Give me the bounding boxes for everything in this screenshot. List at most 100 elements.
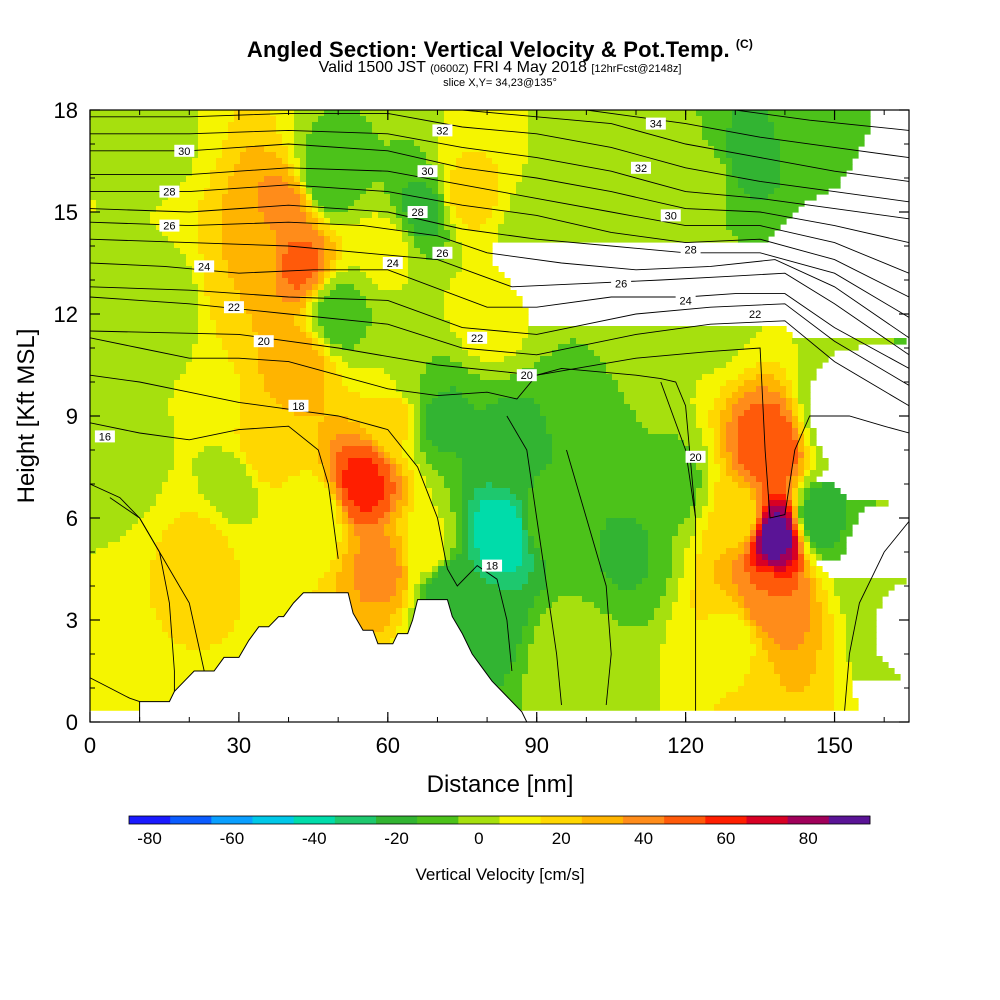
velocity-cell xyxy=(318,116,367,123)
velocity-cell xyxy=(198,128,229,135)
colorbar-frame xyxy=(128,815,871,825)
velocity-cell xyxy=(714,428,721,435)
velocity-cell xyxy=(90,230,163,237)
velocity-cell xyxy=(348,506,361,513)
velocity-cell xyxy=(738,422,793,429)
velocity-cell xyxy=(534,632,667,639)
velocity-cell xyxy=(648,554,673,561)
velocity-cell xyxy=(726,422,739,429)
velocity-cell xyxy=(738,470,751,477)
velocity-cell xyxy=(540,548,601,555)
velocity-cell xyxy=(768,110,871,117)
velocity-cell xyxy=(798,566,805,573)
velocity-cell xyxy=(798,368,817,375)
velocity-cell xyxy=(816,656,835,663)
velocity-cell xyxy=(540,404,631,411)
velocity-cell xyxy=(342,356,433,363)
velocity-cell xyxy=(846,614,877,621)
velocity-cell xyxy=(810,578,817,585)
velocity-cell xyxy=(720,470,727,477)
velocity-cell xyxy=(408,512,439,519)
velocity-cell xyxy=(306,290,313,297)
contour-label: 24 xyxy=(675,294,696,307)
velocity-cell xyxy=(714,404,727,411)
x-tick-label: 30 xyxy=(227,733,251,758)
velocity-cell xyxy=(408,548,445,555)
velocity-cell xyxy=(438,512,457,519)
velocity-cell xyxy=(774,638,805,645)
velocity-cell xyxy=(336,476,343,483)
velocity-cell xyxy=(312,308,319,315)
velocity-cell xyxy=(336,362,349,369)
velocity-cell xyxy=(648,572,673,579)
velocity-cell xyxy=(696,464,709,471)
velocity-cell xyxy=(846,512,859,519)
velocity-cell xyxy=(300,158,307,165)
velocity-cell xyxy=(90,326,199,333)
velocity-cell xyxy=(384,368,427,375)
velocity-cell xyxy=(90,590,151,597)
velocity-cell xyxy=(450,188,499,195)
theta-contour-line xyxy=(90,129,909,220)
velocity-cell xyxy=(312,470,325,477)
velocity-cell xyxy=(528,524,607,531)
velocity-cell xyxy=(684,440,703,447)
velocity-cell xyxy=(540,470,703,477)
velocity-cell xyxy=(846,518,859,525)
velocity-cell xyxy=(390,194,403,201)
velocity-cell xyxy=(360,422,409,429)
velocity-cell xyxy=(378,470,391,477)
velocity-cell xyxy=(90,518,139,525)
velocity-cell xyxy=(150,578,241,585)
velocity-cell xyxy=(258,194,301,201)
velocity-cell xyxy=(414,224,439,231)
velocity-cell xyxy=(288,278,307,285)
velocity-cell xyxy=(414,470,421,477)
velocity-cell xyxy=(408,260,463,267)
velocity-cell xyxy=(432,500,451,507)
velocity-cell xyxy=(498,686,523,693)
velocity-cell xyxy=(744,620,751,627)
velocity-cell xyxy=(456,230,499,237)
velocity-cell xyxy=(384,626,397,633)
velocity-cell xyxy=(138,518,175,525)
y-tick-label: 6 xyxy=(66,506,78,531)
velocity-cell xyxy=(696,392,721,399)
velocity-cell xyxy=(450,326,529,333)
velocity-cell xyxy=(336,518,343,525)
velocity-cell xyxy=(786,566,799,573)
velocity-cell xyxy=(90,500,157,507)
velocity-cell xyxy=(318,302,367,309)
velocity-cell xyxy=(606,572,649,579)
velocity-cell xyxy=(420,404,427,411)
velocity-cell xyxy=(396,506,403,513)
velocity-cell xyxy=(318,206,325,213)
velocity-cell xyxy=(288,242,313,249)
velocity-cell xyxy=(402,506,415,513)
velocity-cell xyxy=(90,512,145,519)
velocity-cell xyxy=(90,176,187,183)
velocity-cell xyxy=(354,560,397,567)
velocity-cell xyxy=(438,146,529,153)
velocity-cell xyxy=(666,626,751,633)
velocity-cell xyxy=(468,518,475,525)
velocity-cell xyxy=(522,170,727,177)
velocity-cell xyxy=(240,578,319,585)
velocity-cell xyxy=(798,536,805,543)
velocity-cell xyxy=(738,350,799,357)
velocity-cell xyxy=(462,260,493,267)
velocity-cell xyxy=(222,152,241,159)
velocity-cell xyxy=(312,206,319,213)
velocity-cell xyxy=(822,638,835,645)
velocity-cell xyxy=(414,446,421,453)
velocity-cell xyxy=(558,596,583,603)
velocity-cell xyxy=(780,140,865,147)
velocity-cell xyxy=(522,176,727,183)
velocity-cell xyxy=(792,518,799,525)
velocity-cell xyxy=(618,386,697,393)
velocity-cell xyxy=(372,278,409,285)
velocity-cell xyxy=(240,416,325,423)
velocity-cell xyxy=(156,542,229,549)
velocity-cell xyxy=(714,146,727,153)
velocity-cell xyxy=(360,218,391,225)
